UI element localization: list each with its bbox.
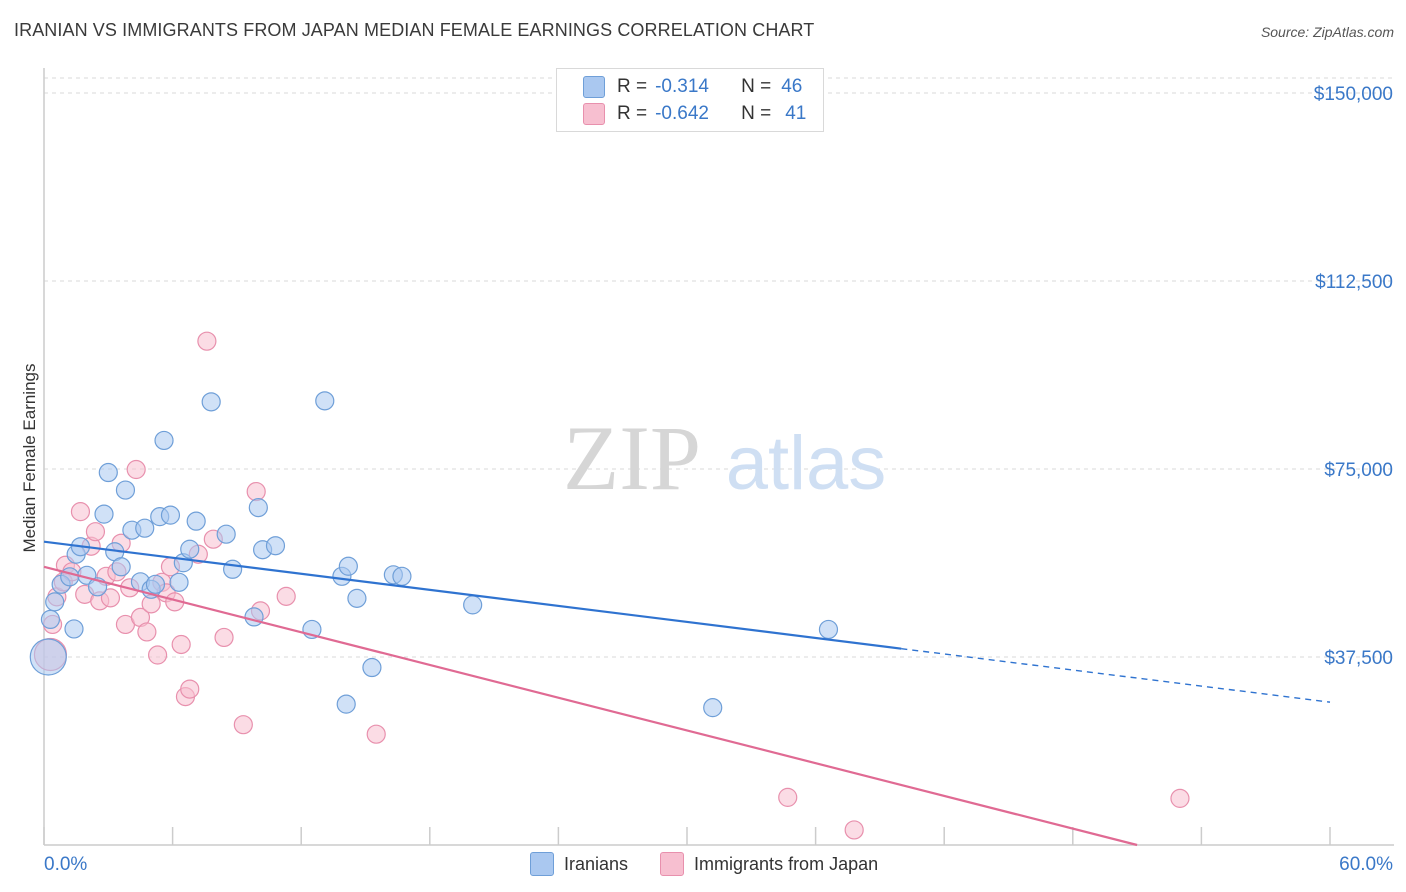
iranian-trend-line — [43, 540, 902, 650]
japan-point — [844, 820, 864, 840]
iranian-point — [186, 511, 206, 531]
legend-n-value: 41 — [785, 103, 807, 124]
legend-row-japan: R = -0.642 N = 41 — [583, 102, 806, 126]
japan-point — [85, 522, 106, 542]
iranian-point — [338, 556, 358, 576]
japan-point — [100, 588, 121, 608]
iranian-point — [160, 505, 181, 525]
iranian-point — [45, 592, 65, 612]
iranian-point — [244, 607, 264, 627]
iranian-trend-extension — [901, 647, 1331, 703]
y-tick-label: $75,000 — [1324, 460, 1393, 481]
y-tick-label: $37,500 — [1324, 648, 1393, 669]
y-tick-label: $112,500 — [1315, 272, 1393, 293]
iranian-point — [703, 698, 723, 718]
legend-n-label: N = — [741, 103, 772, 124]
iranian-point — [169, 572, 189, 592]
watermark-atlas: atlas — [726, 421, 887, 506]
iranian-point — [223, 559, 243, 579]
iranian-point — [115, 480, 136, 500]
legend-r-label: R = — [617, 76, 648, 97]
iranian-point — [60, 567, 80, 587]
iranian-point — [111, 557, 131, 577]
correlation-legend: R = -0.314 N = 46 R = -0.642 N = 41 — [556, 68, 824, 132]
series-label-japan: Immigrants from Japan — [694, 853, 879, 874]
japan-point — [366, 724, 386, 744]
y-tick-label: $150,000 — [1314, 84, 1393, 105]
japan-point — [126, 459, 146, 480]
iranian-point — [347, 588, 367, 608]
iranian-point — [463, 595, 483, 615]
iranian-point — [154, 430, 174, 451]
iranian-point — [40, 609, 61, 630]
japan-trend-line — [43, 565, 1138, 847]
legend-r-label: R = — [617, 103, 648, 124]
japan-point — [246, 481, 266, 502]
legend-swatch-iranians — [583, 76, 605, 98]
legend-r-value: -0.642 — [655, 103, 709, 124]
series-swatch-iranians — [530, 852, 554, 876]
japan-point — [147, 645, 168, 665]
japan-point — [197, 331, 217, 351]
iranian-point — [216, 524, 236, 544]
legend-swatch-japan — [583, 103, 605, 125]
iranian-point — [362, 657, 382, 678]
iranian-point — [94, 504, 114, 524]
watermark-zip: ZIP — [563, 407, 701, 509]
iranian-point — [29, 638, 67, 676]
x-tick-label: 0.0% — [44, 854, 87, 875]
series-swatch-japan — [660, 852, 685, 876]
iranian-point — [180, 539, 200, 559]
iranian-point — [336, 694, 356, 714]
source-note: Source: ZipAtlas.com — [1260, 24, 1394, 40]
iranian-point — [392, 566, 412, 586]
legend-n-label: N = — [741, 76, 772, 97]
japan-point — [778, 787, 798, 807]
iranian-point — [64, 619, 84, 639]
iranian-point — [248, 498, 268, 518]
iranian-point — [145, 574, 166, 594]
japan-point — [137, 622, 157, 642]
japan-point — [70, 502, 91, 522]
legend-n-value: 46 — [781, 76, 803, 97]
series-label-iranians: Iranians — [564, 853, 629, 874]
japan-point — [233, 715, 253, 735]
y-axis-title: Median Female Earnings — [20, 363, 39, 553]
legend-row-iranians: R = -0.314 N = 46 — [583, 75, 802, 99]
legend-r-value: -0.314 — [655, 76, 709, 97]
iranian-point — [135, 518, 155, 538]
iranian-point — [265, 536, 286, 556]
iranian-point — [818, 619, 839, 640]
x-tick-label: 60.0% — [1339, 854, 1393, 875]
iranian-point — [315, 391, 335, 411]
japan-point — [1170, 788, 1190, 808]
japan-point — [171, 634, 191, 655]
series-legend: Iranians Immigrants from Japan — [530, 852, 878, 876]
japan-point — [214, 627, 234, 648]
japan-point — [276, 586, 296, 606]
iranian-point — [201, 392, 221, 412]
chart-title: IRANIAN VS IMMIGRANTS FROM JAPAN MEDIAN … — [14, 20, 815, 40]
japan-point — [180, 679, 200, 699]
iranian-point — [98, 462, 118, 483]
